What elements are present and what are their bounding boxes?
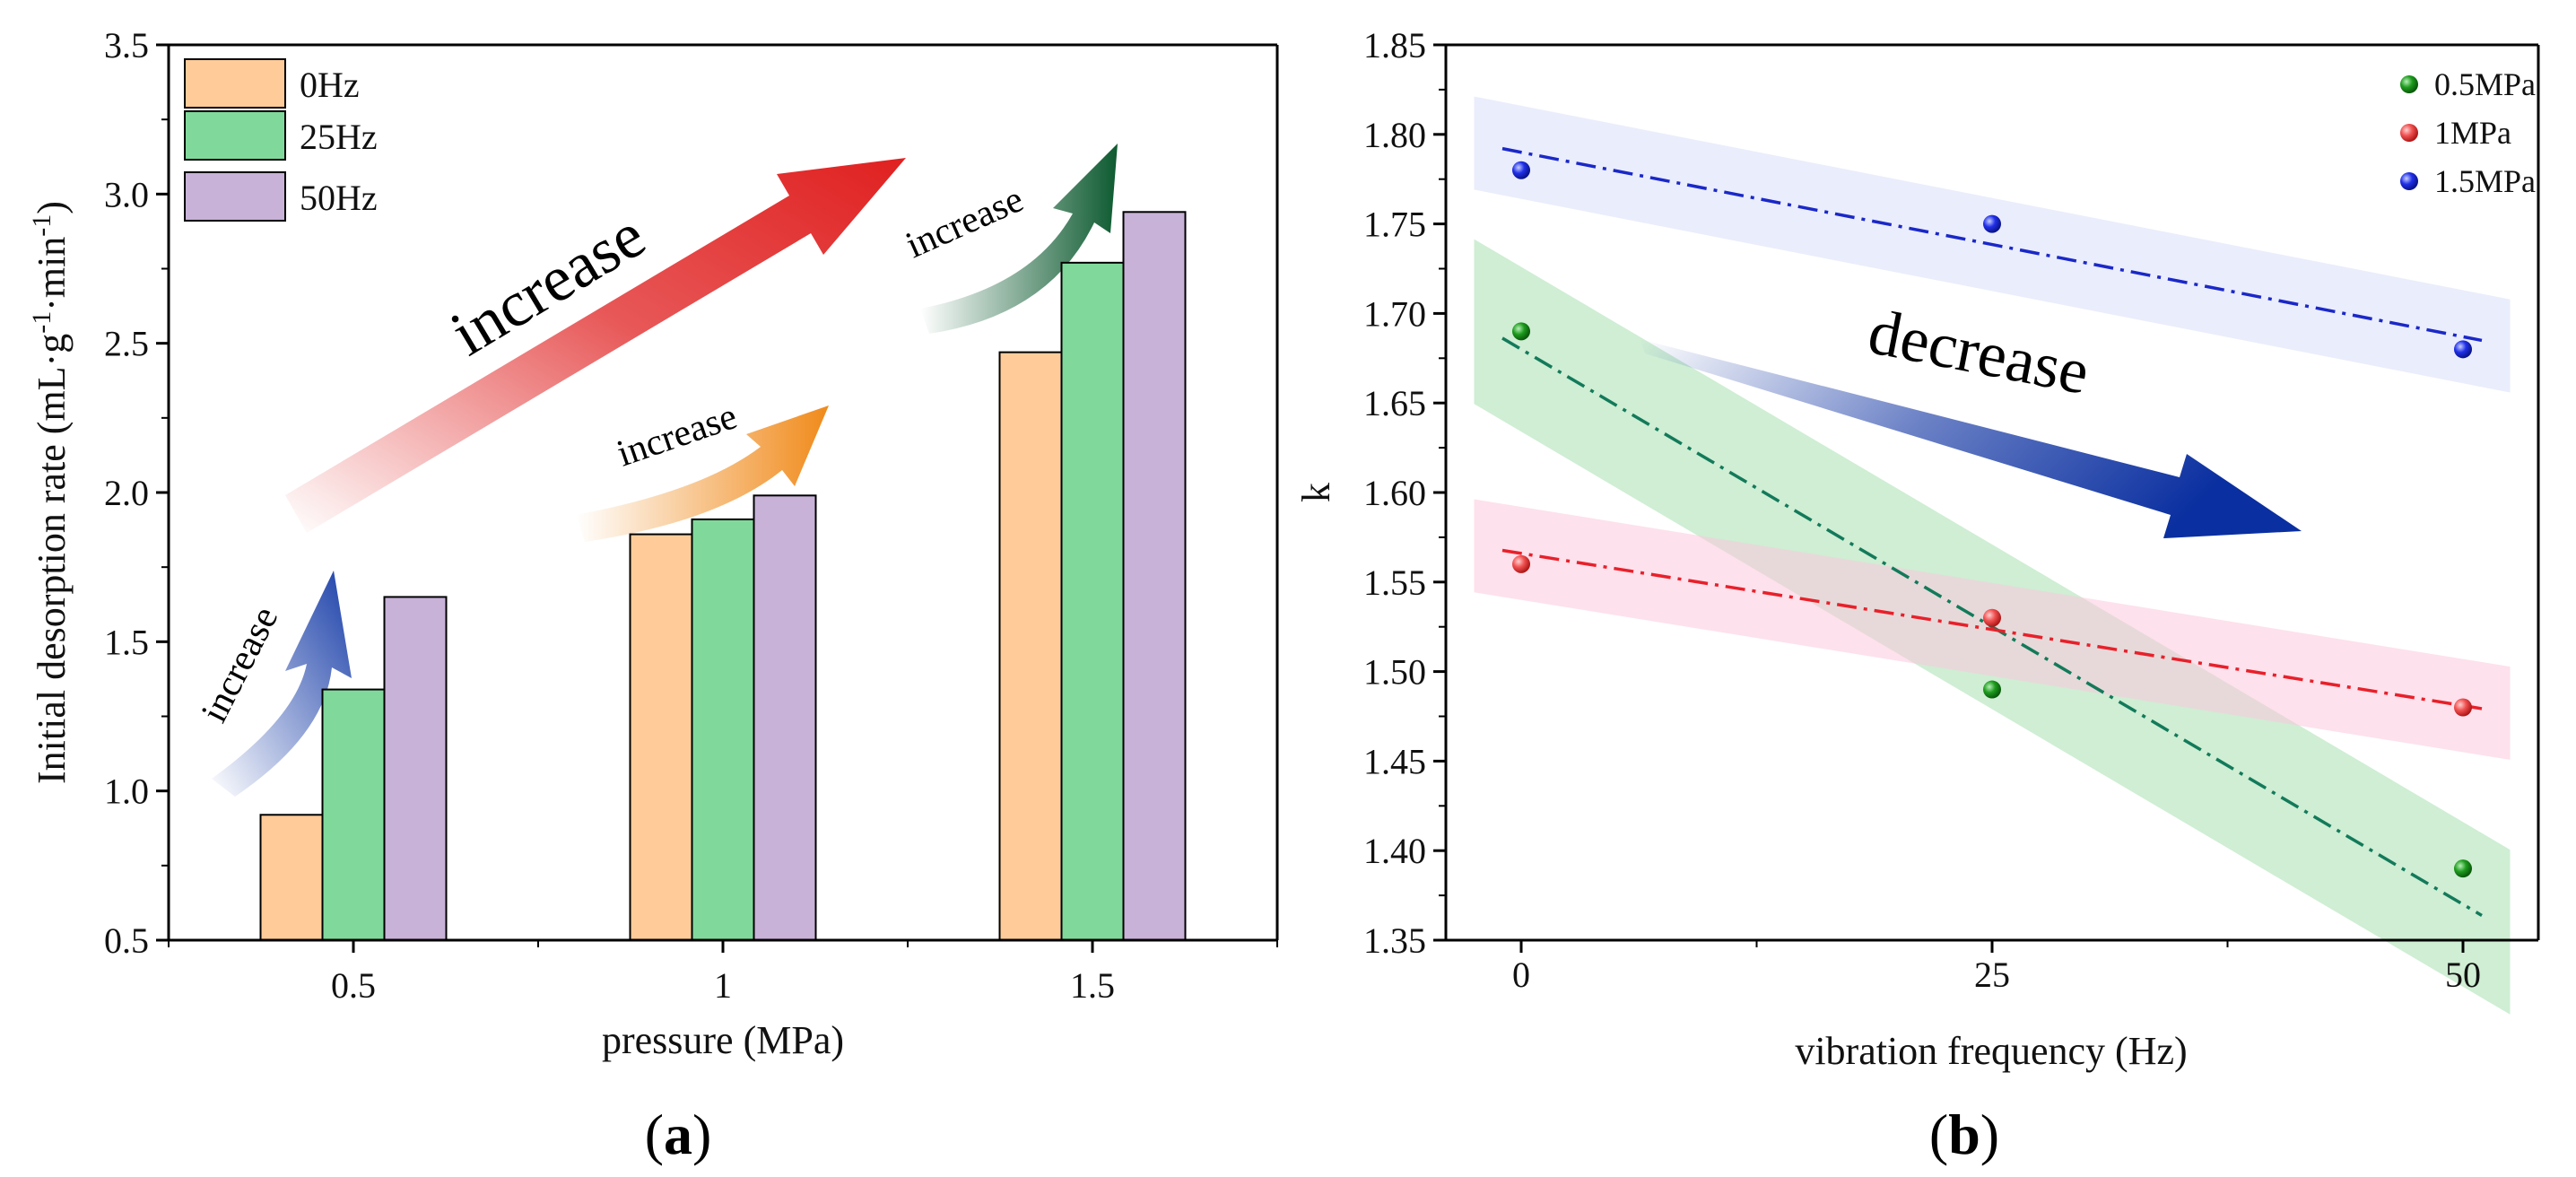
point-1mpa-0hz — [1512, 554, 1530, 573]
y-tick-label-b-1-35: 1.35 — [1363, 920, 1426, 961]
x-ticks-b: 0 25 50 — [1512, 940, 2481, 995]
legend-a: 0Hz 25Hz 50Hz — [184, 58, 378, 222]
x-tick-label-a-0-5: 0.5 — [331, 965, 376, 1006]
bar-50hz-1-5 — [1122, 211, 1187, 941]
legend-swatch-50hz — [184, 171, 286, 222]
arrow-increase-low — [212, 571, 352, 797]
panel-b: decrease 1.35 1.40 1.45 1.50 1.55 1.60 1.65 1.7… — [1294, 25, 2540, 1166]
legend-marker-0-5mpa — [2400, 75, 2418, 93]
bar-25hz-1 — [691, 518, 755, 941]
x-axis-title-b: vibration frequency (Hz) — [1795, 1029, 2187, 1073]
y-tick-label-b-1-40: 1.40 — [1363, 831, 1426, 871]
arrow-increase-big — [285, 158, 906, 533]
arrow-increase-high — [920, 144, 1118, 334]
bar-50hz-0-5 — [383, 596, 448, 942]
y-axis-title-a: Initial desorption rate (mL·g-1·min-1) — [27, 201, 74, 784]
legend-label-25hz: 25Hz — [300, 117, 378, 157]
bars-a — [259, 211, 1187, 942]
point-1-5mpa-25hz — [1983, 214, 2001, 233]
point-1mpa-50hz — [2454, 698, 2472, 717]
y-tick-label-b-1-70: 1.70 — [1363, 293, 1426, 334]
y-tick-label-b-1-55: 1.55 — [1363, 562, 1426, 603]
panel-label-b: (b) — [1929, 1103, 1999, 1166]
y-ticks-b: 1.35 1.40 1.45 1.50 1.55 1.60 1.65 1.70 1.75 1.80… — [1363, 25, 1446, 961]
x-ticks-a: 0.5 1 1.5 — [168, 940, 1278, 1006]
panel-label-a: (a) — [645, 1103, 712, 1166]
y-tick-label-a-1-5: 1.5 — [104, 622, 149, 662]
annotation-increase-high: increase — [900, 179, 1029, 266]
point-0-5mpa-50hz — [2454, 859, 2472, 878]
annotation-decrease: decrease — [1863, 295, 2094, 408]
y-tick-label-a-3-5: 3.5 — [104, 25, 149, 65]
arrow-increase-mid — [576, 405, 829, 542]
y-tick-label-b-1-60: 1.60 — [1363, 473, 1426, 513]
x-tick-label-b-0: 0 — [1512, 955, 1530, 995]
bar-0hz-0-5 — [259, 814, 324, 942]
fit-line-1mpa — [1501, 548, 2483, 711]
x-tick-label-a-1: 1 — [714, 965, 732, 1006]
bar-25hz-0-5 — [321, 688, 386, 941]
legend-marker-1-5mpa — [2400, 172, 2418, 190]
y-tick-label-b-1-50: 1.50 — [1363, 652, 1426, 693]
data-points-b — [1512, 161, 2472, 878]
legend-marker-1mpa — [2400, 124, 2418, 142]
y-tick-label-a-2-5: 2.5 — [104, 324, 149, 364]
bar-0hz-1-5 — [998, 351, 1063, 941]
bar-50hz-1 — [753, 494, 817, 941]
y-tick-label-b-1-65: 1.65 — [1363, 383, 1426, 423]
point-1-5mpa-50hz — [2454, 340, 2472, 359]
annotation-arrows-a — [212, 144, 1118, 797]
x-axis-title-a: pressure (MPa) — [602, 1018, 844, 1062]
y-tick-label-b-1-45: 1.45 — [1363, 741, 1426, 781]
x-tick-label-b-50: 50 — [2445, 955, 2481, 995]
y-axis-title-b: k — [1294, 483, 1338, 502]
legend-swatch-25hz — [184, 110, 286, 161]
x-tick-label-a-1-5: 1.5 — [1070, 965, 1115, 1006]
y-tick-label-a-0-5: 0.5 — [104, 920, 149, 961]
legend-swatch-0hz — [184, 58, 286, 109]
legend-label-0-5mpa: 0.5MPa — [2434, 66, 2536, 102]
legend-label-1mpa: 1MPa — [2434, 115, 2511, 151]
y-tick-label-b-1-80: 1.80 — [1363, 115, 1426, 155]
annotation-increase-mid: increase — [612, 396, 742, 475]
y-ticks-a: 0.5 1.0 1.5 2.0 2.5 3.0 3.5 — [104, 25, 169, 961]
y-tick-label-a-2-0: 2.0 — [104, 473, 149, 513]
legend-label-50hz: 50Hz — [300, 178, 378, 218]
point-0-5mpa-25hz — [1983, 680, 2001, 699]
point-1-5mpa-0hz — [1512, 161, 1530, 179]
y-tick-label-b-1-75: 1.75 — [1363, 205, 1426, 245]
arrow-decrease — [1640, 339, 2302, 538]
legend-b: 0.5MPa 1MPa 1.5MPa — [2400, 66, 2536, 199]
bar-25hz-1-5 — [1060, 261, 1125, 941]
y-tick-label-a-3-0: 3.0 — [104, 174, 149, 214]
legend-label-1-5mpa: 1.5MPa — [2434, 163, 2536, 199]
y-tick-label-b-1-85: 1.85 — [1363, 25, 1426, 65]
point-0-5mpa-0hz — [1512, 322, 1530, 341]
annotation-increase-low: increase — [194, 600, 286, 728]
fit-line-1-5mpa — [1501, 146, 2483, 343]
point-1mpa-25hz — [1983, 608, 2001, 627]
y-tick-label-a-1-0: 1.0 — [104, 772, 149, 812]
x-tick-label-b-25: 25 — [1974, 955, 2010, 995]
legend-label-0hz: 0Hz — [300, 65, 360, 105]
panel-a: 0.5 1.0 1.5 2.0 2.5 3.0 3.5 0.5 1 1.5 0Hz 25Hz 5… — [27, 25, 1279, 1166]
bar-0hz-1 — [629, 533, 693, 941]
confidence-bands-b — [1474, 96, 2511, 1015]
